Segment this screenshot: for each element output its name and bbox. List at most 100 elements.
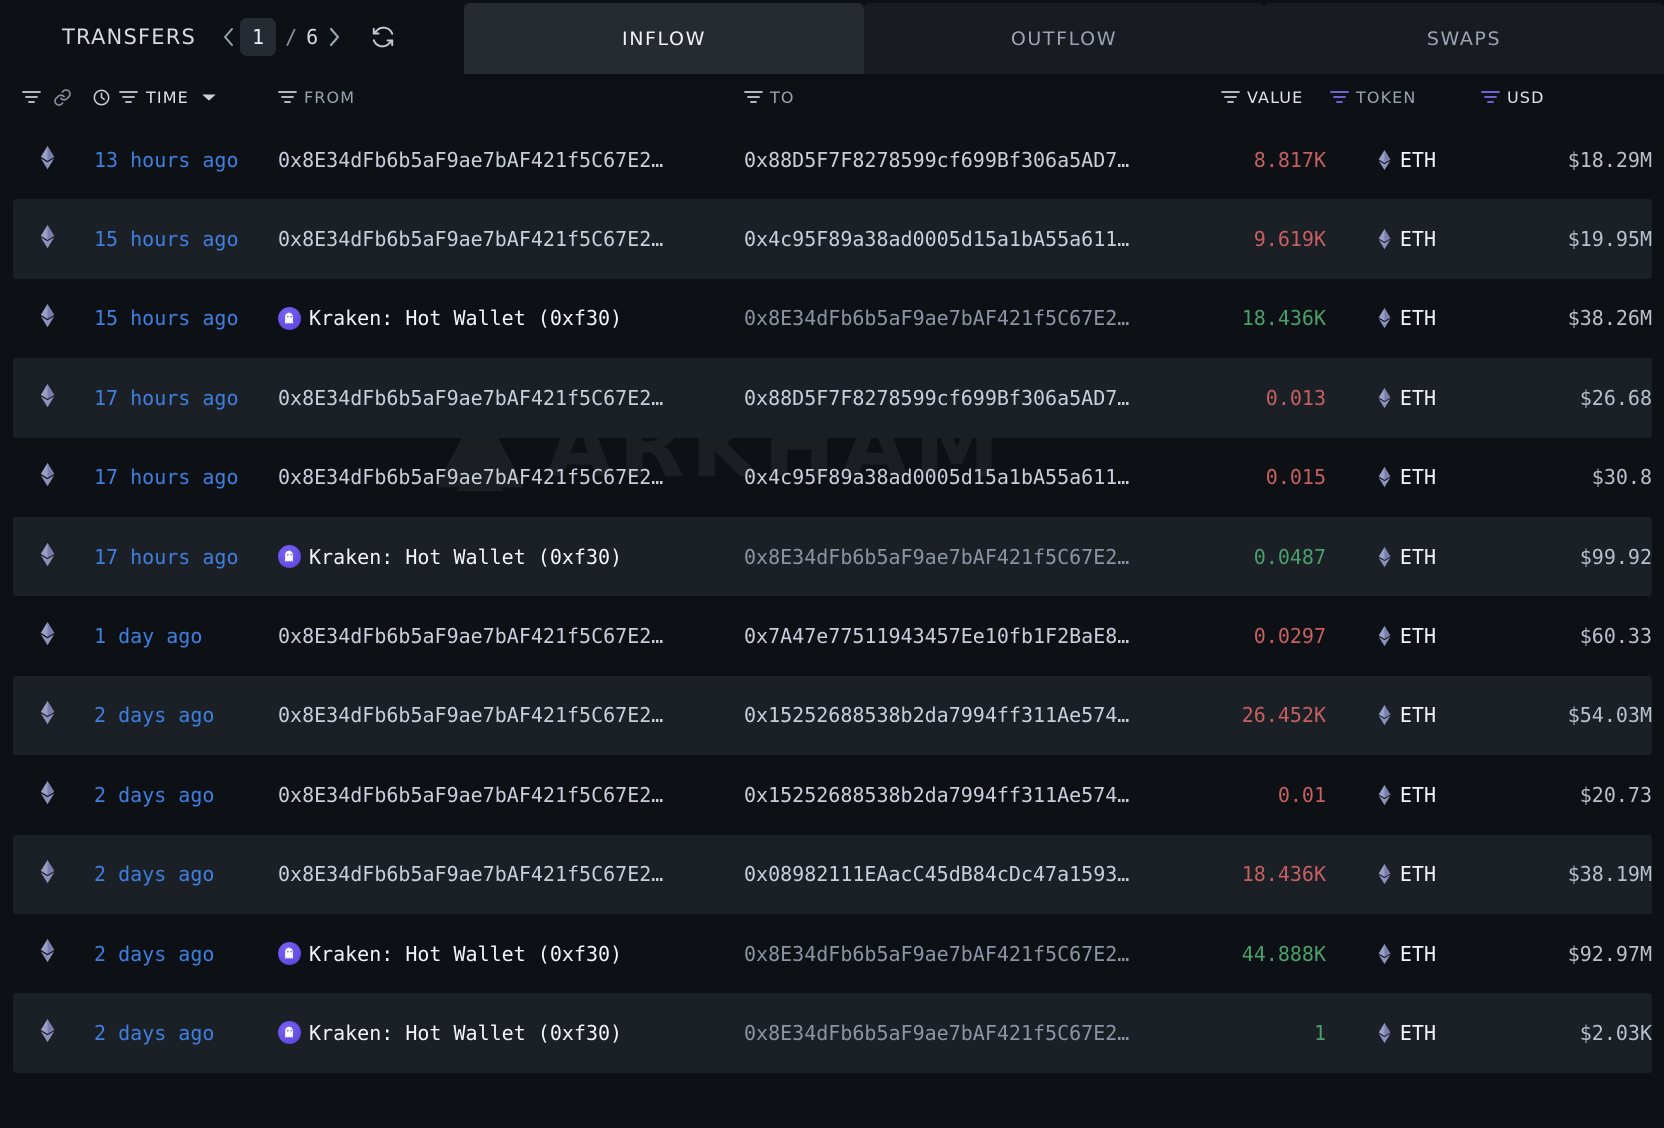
row-from[interactable]: Kraken: Hot Wallet (0xf30) xyxy=(278,306,622,330)
row-timestamp[interactable]: 17 hours ago xyxy=(94,544,239,569)
table-row[interactable]: 2 days ago 0x8E34dFb6b5aF9ae7bAF421f5C67E… xyxy=(0,755,1664,834)
row-to[interactable]: 0x15252688538b2da7994ff311Ae574… xyxy=(744,703,1129,727)
row-to[interactable]: 0x88D5F7F8278599cf699Bf306a5AD7… xyxy=(744,148,1129,172)
row-token[interactable]: ETH xyxy=(1378,148,1436,172)
row-token[interactable]: ETH xyxy=(1378,306,1436,330)
table-row[interactable]: 2 days ago Kraken: Hot Wallet (0xf30) 0x8E… xyxy=(0,993,1664,1073)
table-row[interactable]: 13 hours ago 0x8E34dFb6b5aF9ae7bAF421f5C6… xyxy=(0,120,1664,199)
token-symbol: ETH xyxy=(1399,862,1436,887)
row-token[interactable]: ETH xyxy=(1378,465,1436,489)
row-timestamp[interactable]: 2 days ago xyxy=(94,941,215,966)
row-token[interactable]: ETH xyxy=(1378,386,1436,410)
token-symbol: ETH xyxy=(1399,306,1436,331)
row-from[interactable]: 0x8E34dFb6b5aF9ae7bAF421f5C67E2… xyxy=(278,703,663,727)
table-row[interactable]: 17 hours ago Kraken: Hot Wallet (0xf30) 0x… xyxy=(0,516,1664,597)
row-usd: $38.19M xyxy=(1567,862,1652,887)
row-token[interactable]: ETH xyxy=(1378,862,1436,886)
row-value: 0.013 xyxy=(1265,385,1326,410)
header-value-label: VALUE xyxy=(1247,87,1304,107)
refresh-icon[interactable] xyxy=(370,24,396,50)
row-to[interactable]: 0x8E34dFb6b5aF9ae7bAF421f5C67E2… xyxy=(744,942,1129,966)
row-to[interactable]: 0x7A47e77511943457Ee10fb1F2BaE8… xyxy=(744,624,1129,648)
chevron-right-icon[interactable] xyxy=(322,23,346,51)
filter-icon[interactable] xyxy=(119,90,138,104)
table-row[interactable]: 2 days ago Kraken: Hot Wallet (0xf30) 0x8E… xyxy=(0,914,1664,993)
table-row[interactable]: 2 days ago 0x8E34dFb6b5aF9ae7bAF421f5C67E… xyxy=(0,834,1664,914)
filter-icon[interactable] xyxy=(1221,90,1240,104)
row-timestamp[interactable]: 15 hours ago xyxy=(94,306,239,331)
row-from[interactable]: Kraken: Hot Wallet (0xf30) xyxy=(278,545,622,569)
row-token[interactable]: ETH xyxy=(1378,1021,1436,1045)
row-from[interactable]: 0x8E34dFb6b5aF9ae7bAF421f5C67E2… xyxy=(278,386,663,410)
row-chain-icon xyxy=(40,224,55,253)
row-from[interactable]: 0x8E34dFb6b5aF9ae7bAF421f5C67E2… xyxy=(278,465,663,489)
row-timestamp[interactable]: 2 days ago xyxy=(94,862,215,887)
link-icon[interactable] xyxy=(53,88,72,107)
header-to[interactable]: TO xyxy=(744,88,795,107)
filter-icon[interactable] xyxy=(744,90,763,104)
row-timestamp[interactable]: 17 hours ago xyxy=(94,385,239,410)
table-row[interactable]: 15 hours ago Kraken: Hot Wallet (0xf30) 0x… xyxy=(0,279,1664,358)
row-from[interactable]: 0x8E34dFb6b5aF9ae7bAF421f5C67E2… xyxy=(278,862,663,886)
eth-icon xyxy=(40,939,55,963)
header-from[interactable]: FROM xyxy=(278,88,355,107)
row-to[interactable]: 0x08982111EAacC45dB84cDc47a1593… xyxy=(744,862,1129,886)
row-from[interactable]: 0x8E34dFb6b5aF9ae7bAF421f5C67E2… xyxy=(278,227,663,251)
row-token[interactable]: ETH xyxy=(1378,227,1436,251)
page-current[interactable]: 1 xyxy=(240,18,277,56)
row-from[interactable]: 0x8E34dFb6b5aF9ae7bAF421f5C67E2… xyxy=(278,624,663,648)
row-from[interactable]: Kraken: Hot Wallet (0xf30) xyxy=(278,1021,622,1045)
header-usd[interactable]: USD xyxy=(1481,88,1545,107)
header-value[interactable]: VALUE xyxy=(1221,88,1303,107)
row-to[interactable]: 0x8E34dFb6b5aF9ae7bAF421f5C67E2… xyxy=(744,545,1129,569)
table-row[interactable]: 17 hours ago 0x8E34dFb6b5aF9ae7bAF421f5C6… xyxy=(0,358,1664,438)
filter-icon[interactable] xyxy=(22,90,41,104)
filter-icon[interactable] xyxy=(1481,90,1500,104)
row-to[interactable]: 0x8E34dFb6b5aF9ae7bAF421f5C67E2… xyxy=(744,1021,1129,1045)
token-symbol: ETH xyxy=(1399,782,1436,807)
table-row[interactable]: 1 day ago 0x8E34dFb6b5aF9ae7bAF421f5C67E2… xyxy=(0,596,1664,675)
row-to[interactable]: 0x15252688538b2da7994ff311Ae574… xyxy=(744,783,1129,807)
header-token[interactable]: TOKEN xyxy=(1330,88,1416,107)
row-usd: $2.03K xyxy=(1579,1020,1652,1045)
chevron-left-icon[interactable] xyxy=(216,23,240,51)
row-timestamp[interactable]: 1 day ago xyxy=(94,624,203,649)
row-token[interactable]: ETH xyxy=(1378,624,1436,648)
row-token[interactable]: ETH xyxy=(1378,703,1436,727)
address-label: 0x8E34dFb6b5aF9ae7bAF421f5C67E2… xyxy=(744,306,1130,331)
page-title: TRANSFERS xyxy=(62,25,197,49)
address-label: 0x08982111EAacC45dB84cDc47a1593… xyxy=(744,862,1130,887)
row-token[interactable]: ETH xyxy=(1378,942,1436,966)
tab-inflow[interactable]: INFLOW xyxy=(464,3,864,74)
chevron-down-icon[interactable] xyxy=(201,92,217,102)
address-label: 0x8E34dFb6b5aF9ae7bAF421f5C67E2… xyxy=(278,782,664,807)
row-token[interactable]: ETH xyxy=(1378,545,1436,569)
filter-icon[interactable] xyxy=(278,90,297,104)
row-timestamp[interactable]: 13 hours ago xyxy=(94,147,239,172)
row-from[interactable]: 0x8E34dFb6b5aF9ae7bAF421f5C67E2… xyxy=(278,783,663,807)
row-to[interactable]: 0x4c95F89a38ad0005d15a1bA55a611… xyxy=(744,465,1129,489)
row-timestamp[interactable]: 2 days ago xyxy=(94,782,215,807)
eth-icon xyxy=(40,780,55,804)
row-to[interactable]: 0x8E34dFb6b5aF9ae7bAF421f5C67E2… xyxy=(744,306,1129,330)
row-from[interactable]: 0x8E34dFb6b5aF9ae7bAF421f5C67E2… xyxy=(278,148,663,172)
row-to[interactable]: 0x4c95F89a38ad0005d15a1bA55a611… xyxy=(744,227,1129,251)
row-to[interactable]: 0x88D5F7F8278599cf699Bf306a5AD7… xyxy=(744,386,1129,410)
table-row[interactable]: 17 hours ago 0x8E34dFb6b5aF9ae7bAF421f5C6… xyxy=(0,438,1664,517)
row-timestamp[interactable]: 2 days ago xyxy=(94,1020,215,1045)
row-timestamp[interactable]: 17 hours ago xyxy=(94,465,239,490)
address-label: 0x4c95F89a38ad0005d15a1bA55a611… xyxy=(744,227,1130,252)
row-timestamp[interactable]: 2 days ago xyxy=(94,703,215,728)
row-timestamp[interactable]: 15 hours ago xyxy=(94,227,239,252)
table-row[interactable]: 15 hours ago 0x8E34dFb6b5aF9ae7bAF421f5C6… xyxy=(0,199,1664,279)
tab-swaps[interactable]: SWAPS xyxy=(1264,3,1664,74)
row-token[interactable]: ETH xyxy=(1378,783,1436,807)
table-row[interactable]: 2 days ago 0x8E34dFb6b5aF9ae7bAF421f5C67E… xyxy=(0,675,1664,756)
row-from[interactable]: Kraken: Hot Wallet (0xf30) xyxy=(278,942,622,966)
row-usd: $99.92 xyxy=(1579,544,1652,569)
header-time[interactable]: TIME xyxy=(92,88,217,107)
filter-icon[interactable] xyxy=(1330,90,1349,104)
address-label: 0x7A47e77511943457Ee10fb1F2BaE8… xyxy=(744,624,1130,649)
tab-outflow[interactable]: OUTFLOW xyxy=(864,3,1264,74)
